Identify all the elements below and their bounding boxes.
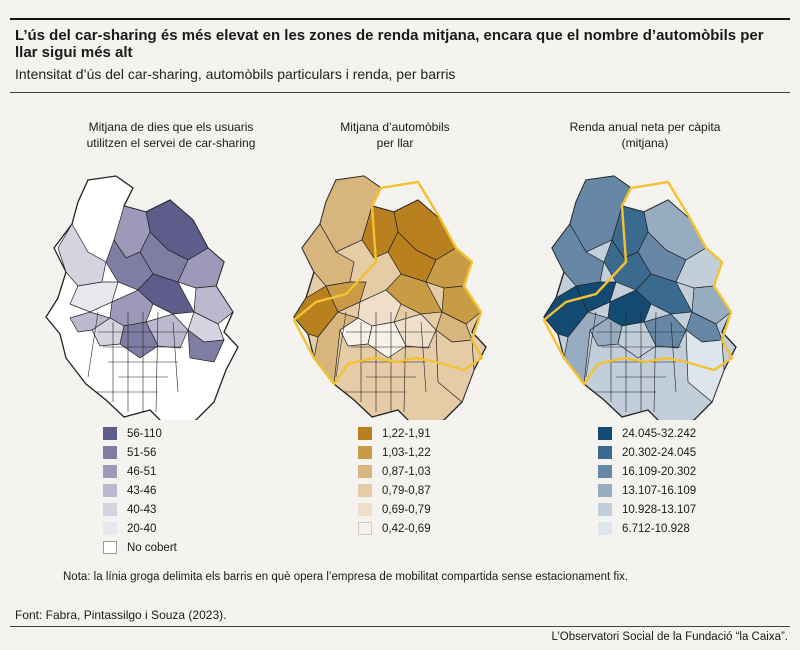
map-title-line: Mitjana d’automòbils: [340, 120, 450, 134]
footer-divider: [10, 626, 790, 627]
legend-label: 40-43: [127, 503, 157, 516]
legend-item: 56-110: [103, 424, 177, 443]
map-title-line: (mitjana): [621, 136, 669, 150]
legend-label: 20.302-24.045: [622, 446, 697, 459]
legend-label: 43-46: [127, 484, 157, 497]
legend-item: No cobert: [103, 538, 177, 557]
legend-label: 1,03-1,22: [382, 446, 431, 459]
header-divider: [10, 92, 790, 93]
map-title-line: Renda anual neta per càpita: [569, 120, 721, 134]
legend-swatch: [358, 522, 372, 535]
legend-swatch: [598, 446, 612, 459]
legend-swatch: [598, 484, 612, 497]
legend-item: 24.045-32.242: [598, 424, 696, 443]
source-text: Font: Fabra, Pintassilgo i Souza (2023).: [15, 608, 227, 622]
legend-item: 1,22-1,91: [358, 424, 431, 443]
legend-item: 1,03-1,22: [358, 443, 431, 462]
legend-label: 16.109-20.302: [622, 465, 697, 478]
map-cars: [292, 175, 487, 420]
legend-swatch: [598, 427, 612, 440]
map-title-carsharing: Mitjana de dies que els usuaris utilitze…: [61, 119, 281, 151]
legend-swatch: [598, 465, 612, 478]
chart-title: L’ús del car-sharing és més elevat en le…: [15, 27, 764, 61]
legend-item: 10.928-13.107: [598, 500, 696, 519]
legend-swatch: [358, 465, 372, 478]
legend-label: 46-51: [127, 465, 157, 478]
legend-item: 20-40: [103, 519, 177, 538]
choropleth-maps: [45, 175, 737, 420]
legend-item: 0,79-0,87: [358, 481, 431, 500]
credit-text: L’Observatori Social de la Fundació “la …: [551, 631, 788, 643]
legend-item: 51-56: [103, 443, 177, 462]
legend-label: 0,42-0,69: [382, 522, 431, 535]
map-title-income: Renda anual neta per càpita (mitjana): [535, 119, 755, 151]
legend-swatch: [103, 503, 117, 516]
legend-label: 13.107-16.109: [622, 484, 697, 497]
legend-swatch: [598, 503, 612, 516]
legend-item: 0,87-1,03: [358, 462, 431, 481]
legend-item: 40-43: [103, 500, 177, 519]
legend-label: 6.712-10.928: [622, 522, 690, 535]
legend-cars: 1,22-1,91 1,03-1,22 0,87-1,03 0,79-0,87 …: [358, 424, 431, 538]
legend-carsharing: 56-110 51-56 46-51 43-46 40-43 20-40 No …: [103, 424, 177, 557]
legend-label: 10.928-13.107: [622, 503, 697, 516]
legend-label: 24.045-32.242: [622, 427, 697, 440]
legend-item: 13.107-16.109: [598, 481, 696, 500]
map-title-line: utilitzen el servei de car-sharing: [86, 136, 256, 150]
legend-label: 1,22-1,91: [382, 427, 431, 440]
legend-swatch: [358, 503, 372, 516]
legend-swatch: [103, 465, 117, 478]
legend-income: 24.045-32.242 20.302-24.045 16.109-20.30…: [598, 424, 696, 538]
legend-label: 51-56: [127, 446, 157, 459]
legend-swatch: [358, 427, 372, 440]
legend-item: 46-51: [103, 462, 177, 481]
district-grid: [87, 311, 188, 417]
legend-swatch: [103, 484, 117, 497]
footnote: Nota: la línia groga delimita els barris…: [63, 571, 629, 583]
legend-swatch: [598, 522, 612, 535]
legend-label: 0,87-1,03: [382, 465, 431, 478]
legend-label: 0,79-0,87: [382, 484, 431, 497]
legend-item: 43-46: [103, 481, 177, 500]
legend-swatch: [103, 446, 117, 459]
chart-subtitle: Intensitat d’ús del car-sharing, automòb…: [15, 66, 456, 82]
legend-swatch: [103, 427, 117, 440]
legend-item: 0,69-0,79: [358, 500, 431, 519]
map-carsharing: [45, 175, 239, 420]
legend-label: No cobert: [127, 541, 177, 554]
map-income: [542, 175, 737, 420]
legend-swatch: [103, 541, 117, 554]
map-title-line: per llar: [376, 136, 414, 150]
legend-swatch: [358, 484, 372, 497]
legend-label: 56-110: [127, 427, 162, 440]
legend-swatch: [103, 522, 117, 535]
legend-item: 16.109-20.302: [598, 462, 696, 481]
legend-item: 20.302-24.045: [598, 443, 696, 462]
map-title-line: Mitjana de dies que els usuaris: [88, 120, 254, 134]
legend-item: 0,42-0,69: [358, 519, 431, 538]
service-area-outline: [292, 180, 484, 387]
legend-item: 6.712-10.928: [598, 519, 696, 538]
map-title-cars: Mitjana d’automòbils per llar: [285, 119, 505, 151]
legend-label: 0,69-0,79: [382, 503, 431, 516]
service-area-outline: [542, 180, 734, 387]
legend-swatch: [358, 446, 372, 459]
top-rule: [10, 18, 790, 20]
legend-label: 20-40: [127, 522, 157, 535]
